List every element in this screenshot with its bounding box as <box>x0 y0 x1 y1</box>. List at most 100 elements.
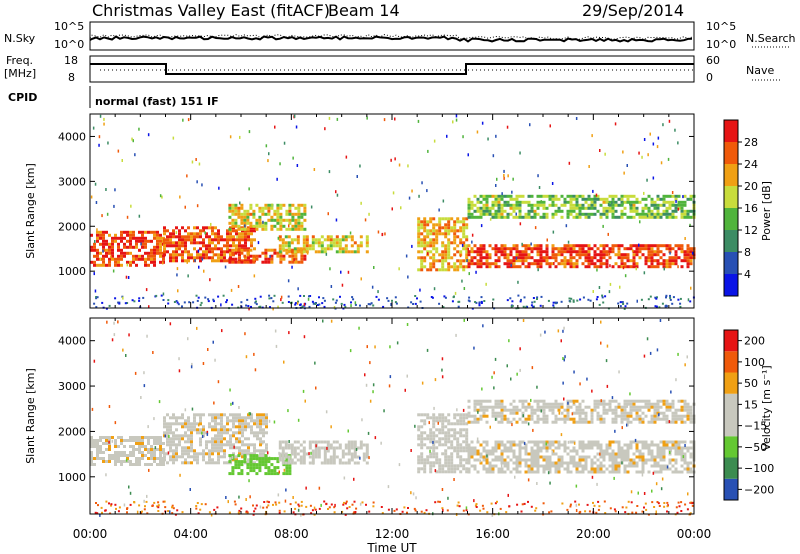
echo-cell <box>554 414 558 418</box>
echo-cell <box>680 209 684 213</box>
echo-cell <box>635 511 638 514</box>
echo-cell <box>587 212 591 216</box>
echo-cell <box>683 414 687 418</box>
echo-cell <box>671 446 675 450</box>
echo-cell <box>367 431 370 435</box>
echo-cell <box>665 405 669 409</box>
echo-cell <box>169 431 172 435</box>
echo-cell <box>297 215 301 219</box>
echo-cell <box>156 251 159 255</box>
echo-cell <box>524 452 528 456</box>
echo-cell <box>95 297 98 300</box>
echo-cell <box>187 422 190 426</box>
echo-cell <box>187 253 190 257</box>
echo-cell <box>387 299 390 302</box>
echo-cell <box>539 399 543 403</box>
echo-cell <box>241 425 244 429</box>
echo-cell <box>429 262 433 266</box>
echo-cell <box>108 445 111 448</box>
echo-cell <box>551 212 555 216</box>
echo-cell <box>590 262 594 266</box>
echo-cell <box>314 440 318 444</box>
echo-cell <box>641 420 645 424</box>
echo-cell <box>347 235 351 239</box>
echo-cell <box>199 247 202 251</box>
echo-cell <box>641 399 645 403</box>
echo-cell <box>569 503 572 506</box>
echo-cell <box>614 200 618 204</box>
echo-cell <box>265 419 268 423</box>
echo-cell <box>150 248 153 252</box>
echo-cell <box>159 242 162 246</box>
echo-cell <box>184 440 187 444</box>
echo-cell <box>325 252 328 256</box>
echo-cell <box>686 508 689 511</box>
echo-cell <box>614 429 616 433</box>
echo-cell <box>497 467 501 471</box>
echo-cell <box>226 440 229 444</box>
echo-cell <box>657 502 660 505</box>
echo-cell <box>318 303 321 306</box>
echo-cell <box>611 452 615 456</box>
echo-cell <box>542 443 546 447</box>
echo-cell <box>447 422 451 426</box>
echo-cell <box>350 235 354 239</box>
echo-cell <box>482 440 486 444</box>
echo-cell <box>212 253 215 257</box>
echo-cell <box>488 464 492 468</box>
echo-cell <box>94 240 96 243</box>
echo-cell <box>438 464 442 468</box>
echo-cell <box>181 437 184 441</box>
echo-cell <box>99 513 101 517</box>
echo-cell <box>575 503 578 507</box>
echo-cell <box>515 467 519 471</box>
echo-cell <box>447 217 451 221</box>
echo-cell <box>482 206 486 210</box>
echo-cell <box>277 493 280 497</box>
echo-cell <box>114 445 117 448</box>
echo-cell <box>100 506 103 509</box>
echo-cell <box>614 452 618 456</box>
echo-cell <box>626 194 630 198</box>
echo-cell <box>557 253 561 257</box>
echo-cell <box>485 265 489 269</box>
echo-cell <box>459 226 463 230</box>
echo-cell <box>441 431 445 435</box>
echo-cell <box>270 206 274 210</box>
echo-cell <box>557 417 561 421</box>
echo-cell <box>133 501 136 504</box>
echo-cell <box>533 408 537 412</box>
echo-cell <box>623 408 627 412</box>
echo-cell <box>429 217 433 221</box>
echo-cell <box>454 291 457 295</box>
echo-cell <box>560 405 564 409</box>
echo-cell <box>689 253 693 257</box>
echo-cell <box>575 464 579 468</box>
echo-cell <box>581 244 585 248</box>
echo-cell <box>490 502 493 505</box>
echo-cell <box>596 399 600 403</box>
echo-cell <box>500 467 504 471</box>
echo-cell <box>497 209 501 213</box>
echo-cell <box>456 229 460 233</box>
echo-cell <box>614 122 617 126</box>
echo-cell <box>284 499 287 503</box>
echo-cell <box>205 232 208 236</box>
echo-cell <box>104 509 107 512</box>
echo-cell <box>456 250 460 254</box>
echo-cell <box>441 419 445 423</box>
echo-cell <box>198 423 200 427</box>
echo-cell <box>423 470 427 474</box>
echo-cell <box>473 194 477 198</box>
echo-cell <box>655 305 658 308</box>
echo-cell <box>252 257 256 261</box>
echo-cell <box>310 205 313 209</box>
echo-cell <box>659 470 663 474</box>
echo-cell <box>138 442 141 445</box>
echo-cell <box>293 446 297 450</box>
echo-cell <box>353 477 355 481</box>
power-x-ticks <box>89 114 695 308</box>
echo-cell <box>223 238 226 242</box>
echo-cell <box>244 419 247 423</box>
echo-cell <box>572 455 576 459</box>
